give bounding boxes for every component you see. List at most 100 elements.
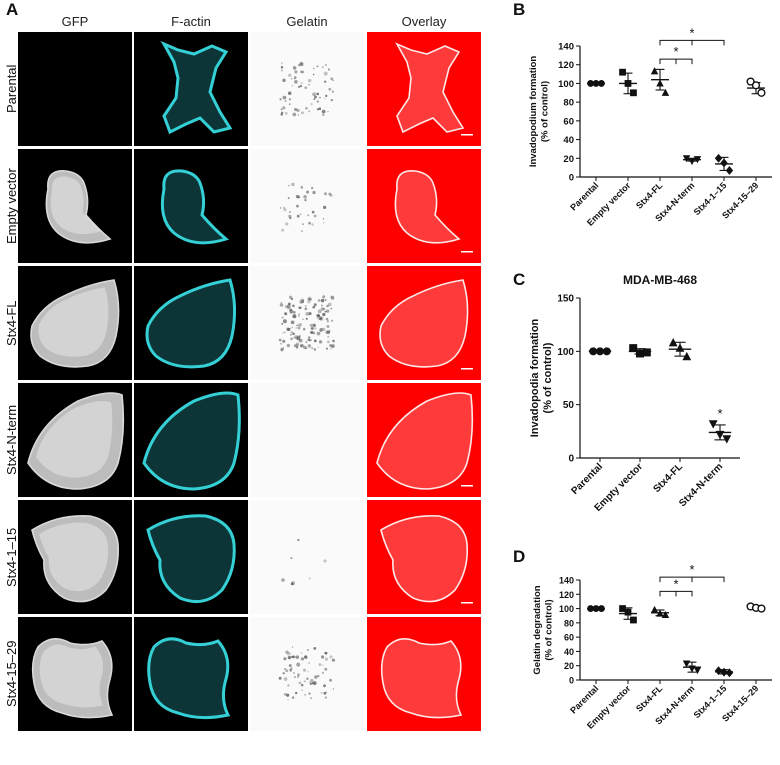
data-point <box>746 77 755 86</box>
chart-d-gelatin-degradation: Gelatin degradation (% of control) 0 20 40 60… <box>532 562 772 731</box>
panel-d-letter: D <box>513 547 526 566</box>
data-point <box>629 344 638 353</box>
data-point <box>661 610 670 619</box>
data-point <box>650 67 659 75</box>
micrograph-gfp-row-2 <box>18 149 132 263</box>
panel-b-letter: B <box>513 0 526 19</box>
y-tick-label: 100 <box>558 79 574 90</box>
y-tick-label: 100 <box>559 604 574 614</box>
micrograph-gfp-row-3 <box>18 266 132 380</box>
significance-bracket <box>659 39 725 46</box>
data-point <box>682 660 691 668</box>
data-point <box>668 338 678 347</box>
y-axis-label-line-2: (% of control) <box>542 342 554 413</box>
data-point <box>624 80 632 87</box>
data-point <box>598 605 605 612</box>
data-point <box>693 666 702 675</box>
micrograph-factin-row-6 <box>134 617 248 731</box>
significance-bracket <box>659 58 693 65</box>
y-axis-label-line-2: (% of control) <box>540 81 551 142</box>
chart-b-invadopodium-formation: Invadopodium formation (% of control) 0 20 4… <box>528 25 772 228</box>
data-point <box>619 68 626 76</box>
data-point <box>675 343 685 352</box>
x-category-label: Parental <box>568 180 600 212</box>
y-tick-label: 20 <box>564 661 574 671</box>
y-axis-label-line-1: Gelatin degradation <box>532 585 543 674</box>
data-point <box>720 667 728 677</box>
y-tick-label: 120 <box>559 590 574 600</box>
data-point <box>592 80 600 87</box>
chart-c-mda-mb-468: MDA-MB-468 Invadopodia formation (% of con… <box>529 273 740 514</box>
data-point <box>714 153 723 163</box>
significance-star: * <box>689 562 694 577</box>
y-tick-label: 140 <box>558 42 574 53</box>
column-header-factin: F-actin <box>171 14 211 29</box>
y-tick-label: 60 <box>564 633 574 643</box>
chart-title: MDA-MB-468 <box>623 273 697 287</box>
y-tick-label: 120 <box>558 60 574 71</box>
micrograph-gfp-row-5 <box>18 500 132 614</box>
y-tick-label: 0 <box>568 454 574 465</box>
micrograph-factin-row-3 <box>134 266 248 380</box>
significance-star: * <box>673 44 678 59</box>
micrograph-overlay-row-3 <box>367 266 481 380</box>
data-point <box>693 156 702 164</box>
data-point <box>708 420 718 429</box>
y-tick-label: 140 <box>559 576 574 586</box>
x-category-label: Stx4-FL <box>634 683 665 714</box>
micrograph-gfp-row-1 <box>18 32 132 146</box>
y-tick-label: 50 <box>563 400 575 411</box>
micrograph-overlay-row-5 <box>367 500 481 614</box>
data-point <box>656 609 664 617</box>
data-point <box>587 605 594 612</box>
y-tick-label: 80 <box>564 618 574 628</box>
micrograph-overlay-row-6 <box>367 617 481 731</box>
data-point <box>720 158 728 168</box>
data-point <box>656 79 664 87</box>
data-point <box>688 665 696 673</box>
micrograph-overlay-row-4 <box>367 383 481 497</box>
x-category-label: Parental <box>569 461 605 497</box>
micrograph-gelatin-row-4 <box>250 383 364 497</box>
data-point <box>587 80 594 87</box>
y-tick-label: 0 <box>569 173 574 184</box>
data-point <box>630 616 637 624</box>
x-category-label: Parental <box>568 683 600 715</box>
x-category-label: Stx4-FL <box>651 461 685 495</box>
significance-star: * <box>673 576 678 591</box>
data-point <box>722 435 732 444</box>
data-point <box>592 605 600 612</box>
significance-bracket <box>659 590 693 597</box>
micrograph-factin-row-2 <box>134 149 248 263</box>
data-point <box>642 348 651 357</box>
data-point <box>650 605 659 614</box>
data-point <box>688 158 696 166</box>
data-point <box>715 430 725 440</box>
panel-c-letter: C <box>513 270 526 289</box>
micrograph-gelatin-row-2 <box>250 149 364 263</box>
y-axis-label-line-1: Invadopodia formation <box>529 318 541 437</box>
micrograph-gelatin-row-5 <box>250 500 364 614</box>
micrograph-gelatin-row-3 <box>250 266 364 380</box>
significance-star: * <box>689 25 694 40</box>
micrograph-factin-row-4 <box>134 383 248 497</box>
micrograph-factin-row-1 <box>134 32 248 146</box>
data-point <box>598 80 605 87</box>
y-axis-label-line-1: Invadopodium formation <box>528 56 539 168</box>
panel-a-letter: A <box>6 0 19 19</box>
y-tick-label: 80 <box>563 98 574 109</box>
micrograph-factin-row-5 <box>134 500 248 614</box>
significance-bracket <box>659 576 725 583</box>
data-point <box>624 608 632 616</box>
data-point <box>602 347 611 356</box>
column-header-gelatin: Gelatin <box>286 14 328 29</box>
y-tick-label: 20 <box>563 154 574 165</box>
micrograph-gelatin-row-1 <box>250 32 364 146</box>
data-point <box>636 349 644 358</box>
micrograph-overlay-row-2 <box>367 149 481 263</box>
column-header-gfp: GFP <box>61 14 89 29</box>
data-point <box>757 604 766 613</box>
micrograph-gfp-row-4 <box>18 383 132 497</box>
micrograph-overlay-row-1 <box>367 32 481 146</box>
data-point <box>725 166 734 175</box>
